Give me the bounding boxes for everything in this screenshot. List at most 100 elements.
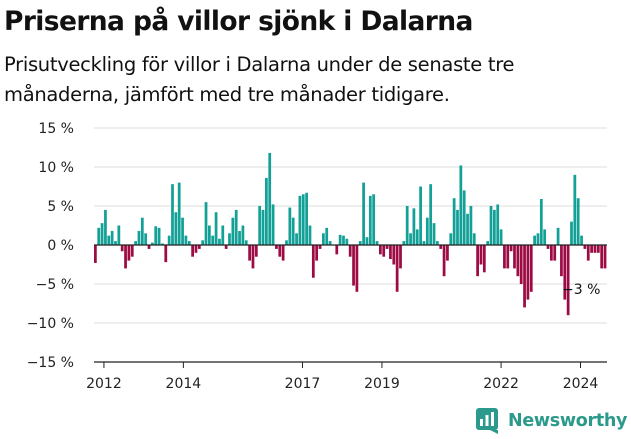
bar — [117, 225, 121, 245]
bar — [560, 245, 563, 277]
x-tick-label: 2019 — [364, 376, 400, 392]
bar — [550, 245, 553, 261]
bar — [509, 245, 513, 252]
bar — [345, 238, 349, 245]
bar — [452, 198, 456, 245]
x-tick-label: 2022 — [483, 376, 519, 392]
bar — [291, 217, 295, 245]
bar — [285, 240, 288, 245]
bar — [466, 213, 469, 245]
y-tick-label: −10 % — [27, 316, 74, 332]
bar — [496, 204, 500, 245]
bar — [171, 184, 174, 245]
bar — [124, 245, 127, 269]
bar — [254, 245, 258, 257]
bar — [566, 245, 570, 316]
bar-series — [94, 152, 607, 316]
bar — [258, 206, 262, 245]
bar — [214, 212, 218, 245]
x-tick-label: 2024 — [563, 376, 599, 392]
bar — [181, 217, 184, 245]
bar — [506, 245, 510, 269]
bar — [241, 225, 245, 245]
bar — [328, 241, 332, 245]
bar — [288, 207, 292, 245]
bar — [379, 245, 382, 255]
brand-name: Newsworthy — [508, 411, 628, 431]
bar — [248, 245, 251, 261]
bar — [519, 245, 523, 284]
bar — [449, 233, 453, 245]
bar — [352, 245, 355, 286]
bar — [459, 165, 463, 245]
bar — [446, 245, 449, 261]
bar — [563, 245, 567, 300]
bar — [265, 177, 268, 245]
bar — [543, 229, 547, 245]
bar — [442, 245, 446, 277]
bar — [137, 230, 141, 245]
bar — [570, 221, 573, 245]
bar — [221, 225, 225, 245]
bar — [301, 194, 305, 245]
bar — [486, 241, 490, 245]
x-axis: 2012 2014 2017 2019 2022 2024 — [86, 361, 607, 392]
bar — [228, 233, 231, 245]
bar — [362, 182, 365, 245]
bar — [368, 195, 372, 245]
bar — [523, 245, 526, 308]
x-tick-label: 2012 — [86, 376, 122, 392]
bar — [154, 226, 158, 245]
bar — [261, 209, 265, 245]
bar — [580, 235, 583, 245]
bar — [590, 245, 593, 253]
bar — [358, 241, 362, 245]
bar — [526, 245, 530, 300]
bar — [422, 241, 426, 245]
bar — [456, 209, 459, 245]
bar — [432, 223, 436, 245]
last-value-annotation: −3 % — [562, 282, 600, 298]
bar — [556, 227, 560, 245]
bar — [472, 233, 476, 245]
bar — [425, 217, 429, 245]
bar — [586, 245, 590, 261]
bar — [389, 245, 392, 260]
newsworthy-logo-icon — [476, 408, 498, 434]
bar — [439, 245, 443, 249]
bar — [164, 245, 168, 263]
bar — [134, 241, 137, 245]
bar — [130, 245, 134, 257]
bar — [503, 245, 506, 269]
bar — [536, 233, 540, 245]
bar — [318, 245, 322, 249]
bar — [114, 241, 117, 245]
bar — [576, 198, 580, 245]
bar — [140, 217, 144, 245]
bar — [385, 245, 389, 249]
bar — [151, 242, 154, 245]
bar — [405, 206, 409, 245]
bar — [104, 209, 107, 245]
y-tick-label: −5 % — [36, 277, 74, 293]
bar — [187, 241, 191, 245]
bar — [268, 152, 272, 245]
bar — [204, 202, 208, 245]
chart-subtitle: Prisutveckling för villor i Dalarna unde… — [4, 53, 515, 106]
bar — [191, 245, 194, 257]
bar — [271, 204, 275, 245]
bar — [211, 235, 215, 245]
bar — [429, 184, 433, 245]
bar — [335, 245, 339, 255]
bar — [462, 190, 466, 245]
bar — [533, 235, 536, 245]
x-tick-label: 2017 — [285, 376, 321, 392]
bar — [144, 233, 148, 245]
bar — [184, 235, 188, 245]
y-tick-label: 0 % — [47, 238, 74, 254]
bar — [127, 245, 131, 261]
bar — [197, 245, 201, 249]
bar — [600, 245, 604, 269]
bar — [583, 245, 587, 249]
bar — [348, 245, 352, 257]
